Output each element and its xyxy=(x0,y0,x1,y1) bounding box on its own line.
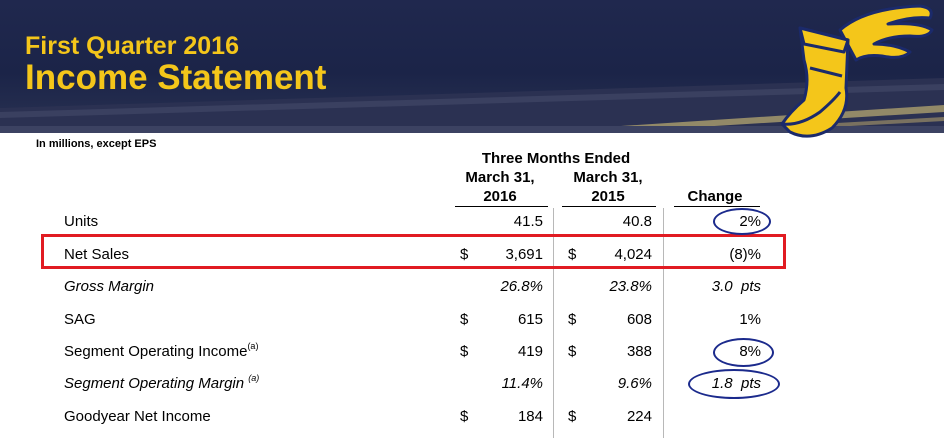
row-label: Units xyxy=(64,213,99,230)
header-banner: First Quarter 2016 Income Statement xyxy=(0,0,944,133)
units-note: In millions, except EPS xyxy=(36,138,157,150)
segment-income-change-circle xyxy=(713,338,774,367)
header-2016-line2: 2016 xyxy=(483,188,517,205)
currency-2015: $ xyxy=(568,408,577,425)
currency-2016: $ xyxy=(460,343,469,360)
title-line-1: First Quarter 2016 xyxy=(25,32,239,60)
value-2016: 11.4% xyxy=(501,375,543,392)
column-separator xyxy=(553,208,554,438)
row-label-wrap: Segment Operating Margin (a) xyxy=(64,373,260,392)
value-2015: 9.6% xyxy=(617,375,652,392)
table-row-goodyear-net-income: Goodyear Net Income $ 184 $ 224 xyxy=(0,408,944,438)
value-2016: 26.8% xyxy=(500,278,543,295)
row-label: Segment Operating Income xyxy=(64,343,248,360)
header-2015-line2: 2015 xyxy=(591,188,625,205)
value-2016: 419 xyxy=(517,343,543,360)
value-2016: 41.5 xyxy=(513,213,543,230)
value-2016: 3,691 xyxy=(505,246,543,263)
header-2015-line1: March 31, xyxy=(573,169,643,186)
value-2015: 388 xyxy=(626,343,652,360)
units-change-circle xyxy=(713,208,771,235)
value-2015: 608 xyxy=(626,311,652,328)
value-change: 3.0 pts xyxy=(711,278,761,295)
header-change: Change xyxy=(687,188,743,205)
value-2016: 615 xyxy=(517,311,543,328)
value-2015: 23.8% xyxy=(609,278,652,295)
value-change: (8)% xyxy=(729,246,761,263)
row-label: SAG xyxy=(64,311,96,328)
value-change: 1% xyxy=(739,311,761,328)
column-separator xyxy=(663,208,664,438)
header-three-months-ended: Three Months Ended xyxy=(481,150,631,167)
row-label-wrap: Segment Operating Income(a) xyxy=(64,341,259,360)
currency-2015: $ xyxy=(568,311,577,328)
wingfoot-logo xyxy=(780,4,934,138)
banner-road-graphic xyxy=(0,78,944,133)
value-2015: 40.8 xyxy=(622,213,652,230)
row-label: Gross Margin xyxy=(64,278,155,295)
currency-2015: $ xyxy=(568,246,577,263)
currency-2016: $ xyxy=(460,408,469,425)
header-rule-2015 xyxy=(562,206,656,207)
header-2016-line1: March 31, xyxy=(465,169,535,186)
row-label: Net Sales xyxy=(64,246,130,263)
table-row-gross-margin: Gross Margin 26.8% 23.8% 3.0 pts xyxy=(0,278,944,308)
footnote-marker: (a) xyxy=(247,341,259,351)
row-label: Goodyear Net Income xyxy=(64,408,211,425)
table-row-net-sales: Net Sales $ 3,691 $ 4,024 (8)% xyxy=(0,246,944,276)
table-row-sag: SAG $ 615 $ 608 1% xyxy=(0,311,944,341)
footnote-marker: (a) xyxy=(248,373,260,383)
table-row-segment-operating-margin: Segment Operating Margin (a) 11.4% 9.6% … xyxy=(0,373,944,405)
value-2016: 184 xyxy=(517,408,543,425)
row-label: Segment Operating Margin xyxy=(64,375,249,392)
currency-2016: $ xyxy=(460,311,469,328)
segment-margin-change-circle xyxy=(688,369,780,399)
value-2015: 4,024 xyxy=(614,246,652,263)
header-rule-change xyxy=(674,206,760,207)
currency-2015: $ xyxy=(568,343,577,360)
value-2015: 224 xyxy=(626,408,652,425)
title-line-2: Income Statement xyxy=(25,58,327,97)
currency-2016: $ xyxy=(460,246,469,263)
net-sales-highlight-box xyxy=(41,234,786,269)
header-rule-2016 xyxy=(455,206,548,207)
table-row-segment-operating-income: Segment Operating Income(a) $ 419 $ 388 … xyxy=(0,341,944,373)
